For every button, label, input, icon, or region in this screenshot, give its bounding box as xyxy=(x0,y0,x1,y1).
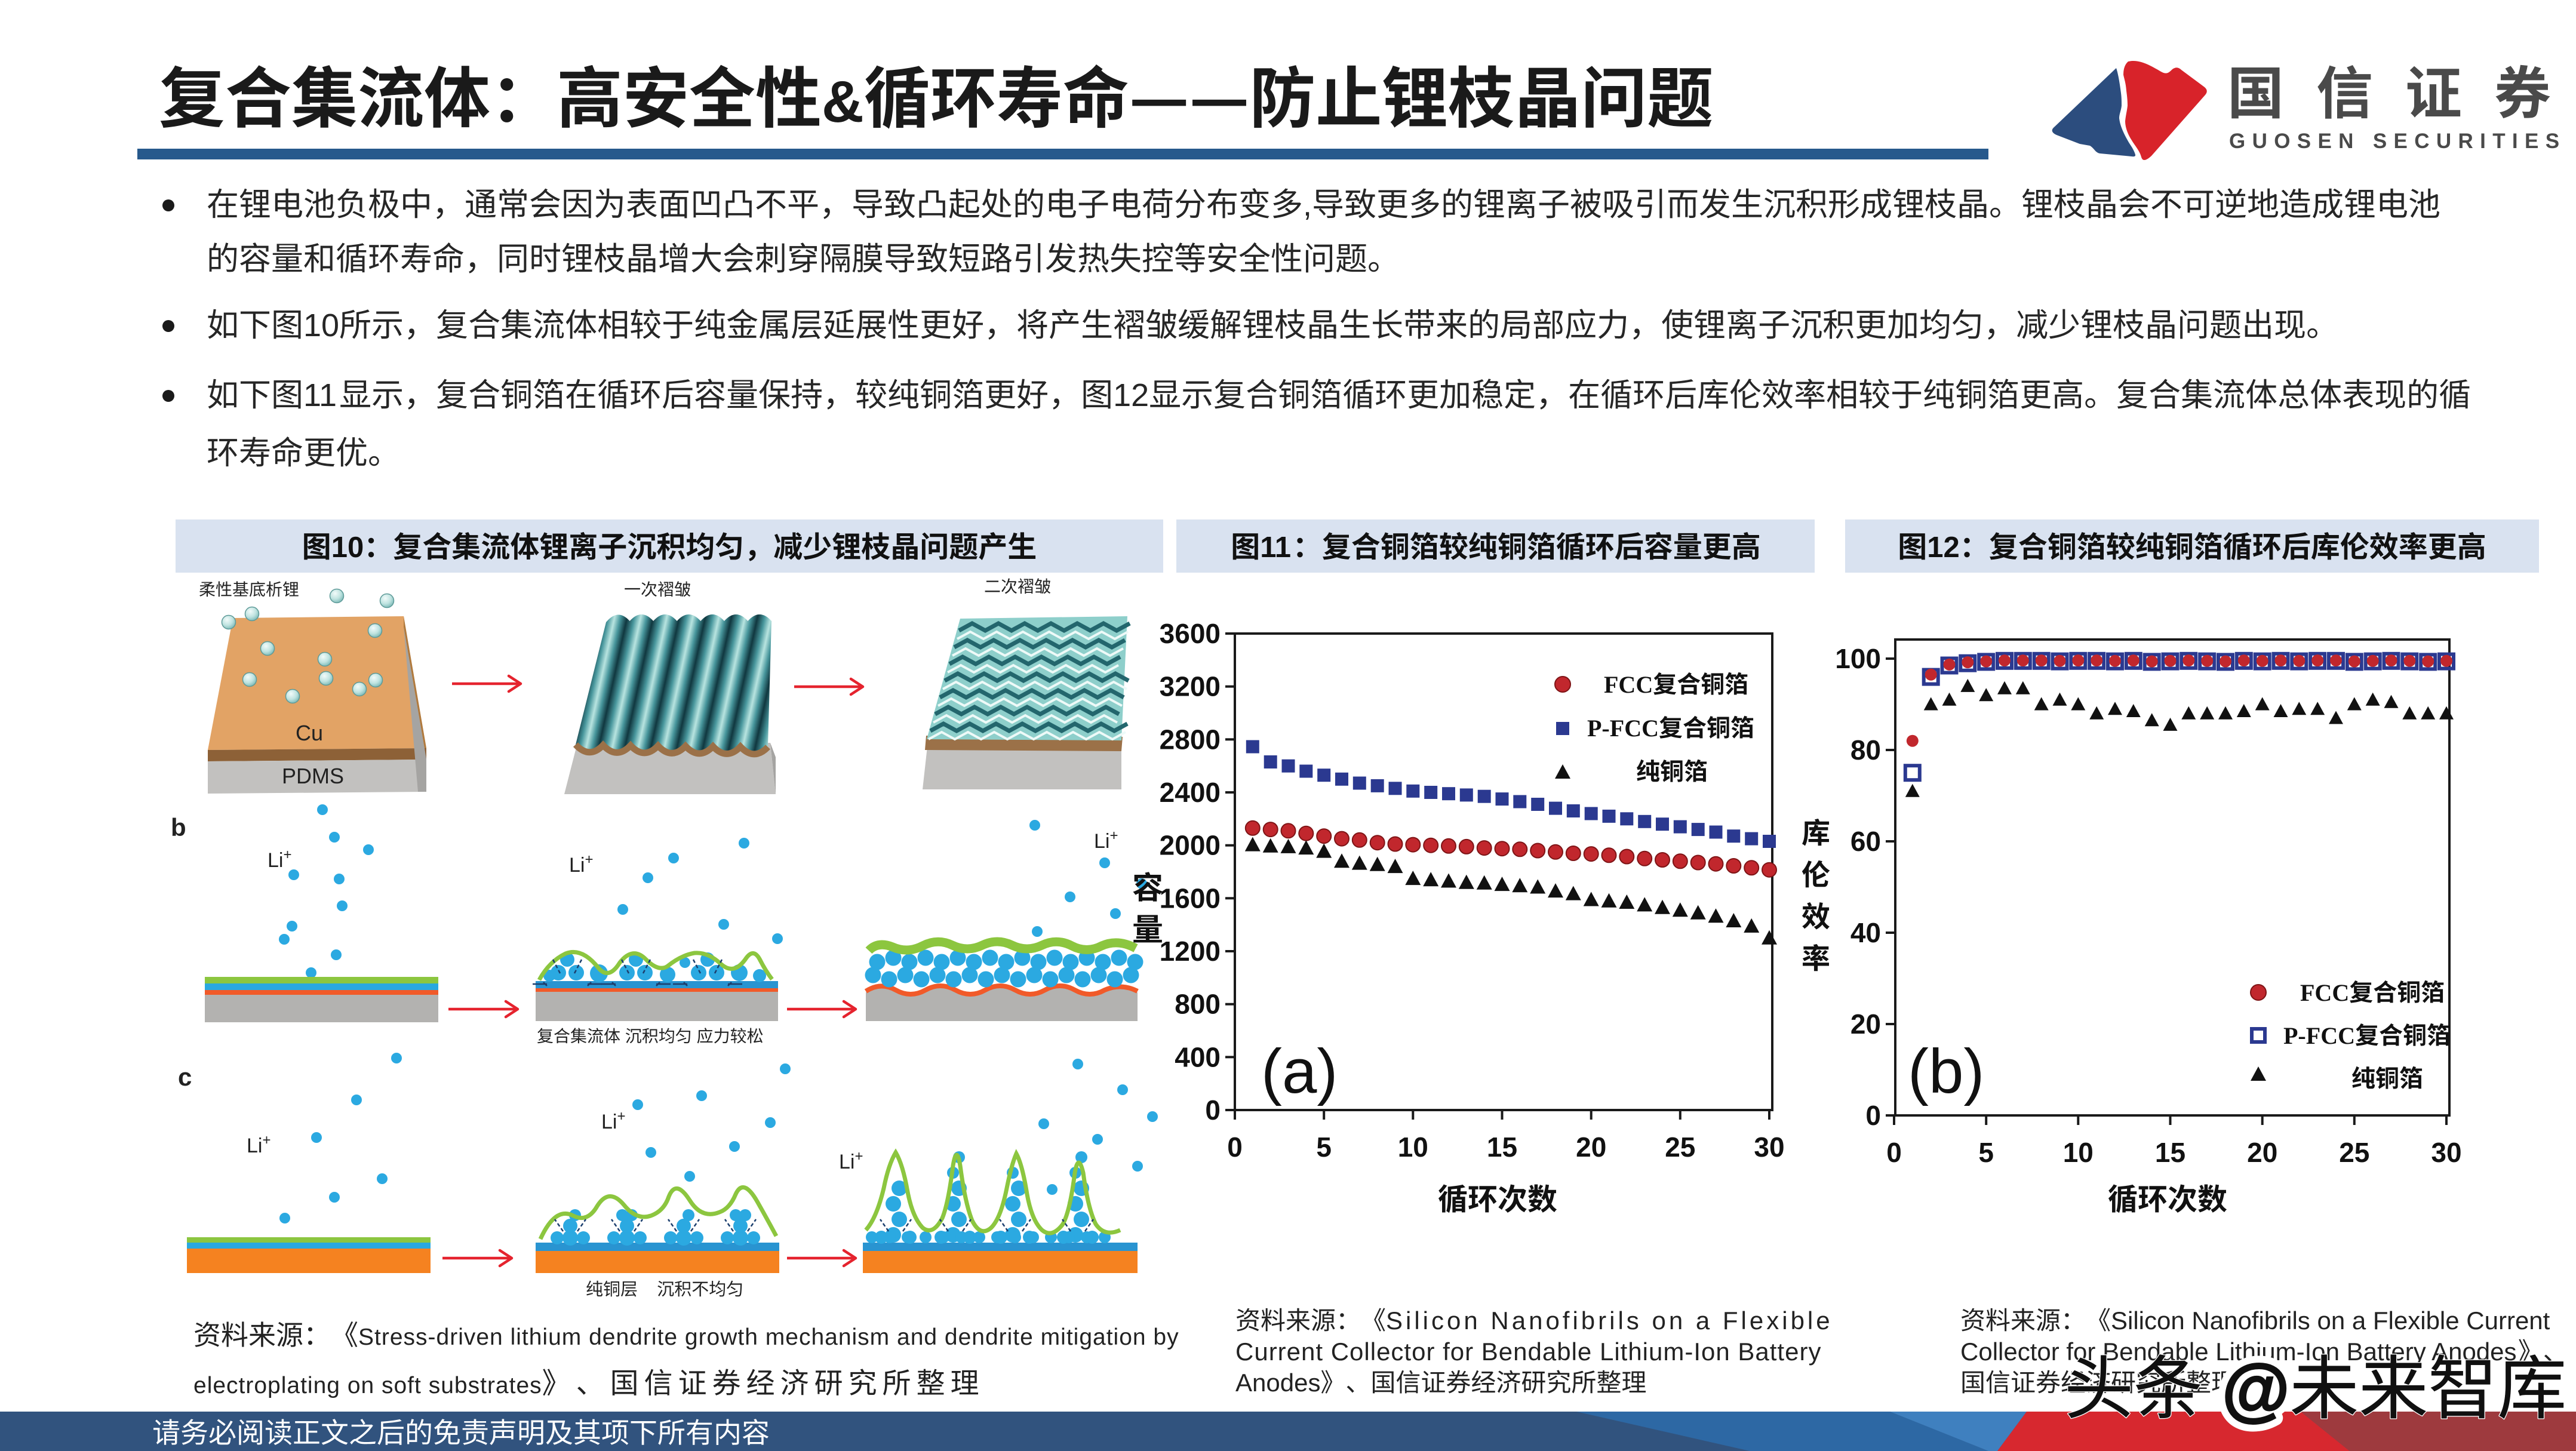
svg-text:+: + xyxy=(1110,828,1118,844)
svg-text:20: 20 xyxy=(1576,1132,1606,1163)
svg-text:0: 0 xyxy=(1227,1132,1243,1163)
svg-text:11: 11 xyxy=(1260,531,1291,564)
svg-text:Cu: Cu xyxy=(296,721,323,745)
svg-text:10: 10 xyxy=(1398,1132,1428,1163)
svg-text:20: 20 xyxy=(1850,1009,1881,1040)
svg-text:Li: Li xyxy=(601,1111,617,1133)
svg-text:,: , xyxy=(1303,187,1312,223)
svg-text:+: + xyxy=(263,1132,271,1148)
svg-text:FCC: FCC xyxy=(1604,671,1653,698)
svg-text:P-FCC: P-FCC xyxy=(1587,715,1659,742)
svg-text:15: 15 xyxy=(1487,1132,1517,1163)
svg-text:20: 20 xyxy=(2247,1137,2277,1168)
svg-text:25: 25 xyxy=(2339,1137,2369,1168)
svg-text:12: 12 xyxy=(1927,531,1960,564)
svg-text:2000: 2000 xyxy=(1160,830,1221,861)
svg-text:25: 25 xyxy=(1665,1132,1695,1163)
svg-text:+: + xyxy=(617,1108,626,1124)
svg-text:+: + xyxy=(284,847,292,863)
svg-text:Silicon Nanofibrils on a Flexi: Silicon Nanofibrils on a Flexible xyxy=(1386,1306,1833,1335)
svg-text:Li: Li xyxy=(247,1135,262,1157)
svg-text:80: 80 xyxy=(1850,734,1881,766)
svg-text:1200: 1200 xyxy=(1160,936,1221,967)
svg-text:Anodes: Anodes xyxy=(1235,1369,1320,1397)
svg-text:3200: 3200 xyxy=(1160,671,1221,702)
svg-text:11: 11 xyxy=(303,377,337,413)
svg-text:5: 5 xyxy=(1316,1132,1332,1163)
svg-text:5: 5 xyxy=(1978,1137,1994,1168)
svg-text:Stress-driven lithium dendrite: Stress-driven lithium dendrite growth me… xyxy=(358,1324,1179,1350)
svg-text:1600: 1600 xyxy=(1160,883,1221,914)
svg-text:PDMS: PDMS xyxy=(282,764,344,788)
svg-text:10: 10 xyxy=(331,531,364,564)
svg-text:+: + xyxy=(585,851,594,868)
svg-text:FCC: FCC xyxy=(2300,979,2349,1006)
svg-text:15: 15 xyxy=(2155,1137,2185,1168)
svg-text:40: 40 xyxy=(1850,917,1881,948)
svg-text:100: 100 xyxy=(1835,643,1881,674)
svg-text:0: 0 xyxy=(1886,1137,1902,1168)
svg-text:2800: 2800 xyxy=(1160,724,1221,755)
svg-text:@: @ xyxy=(2222,1350,2289,1428)
svg-text:12: 12 xyxy=(1113,377,1149,413)
svg-text:2400: 2400 xyxy=(1160,777,1221,808)
svg-text:c: c xyxy=(178,1063,192,1091)
svg-text:30: 30 xyxy=(2431,1137,2461,1168)
svg-text:Li: Li xyxy=(569,854,585,877)
svg-text:b: b xyxy=(171,813,186,841)
svg-text:0: 0 xyxy=(1205,1095,1221,1126)
svg-text:Li: Li xyxy=(839,1151,854,1173)
svg-text:30: 30 xyxy=(1754,1132,1784,1163)
svg-text:&: & xyxy=(822,69,864,134)
svg-text:+: + xyxy=(855,1148,863,1164)
svg-text:(a): (a) xyxy=(1261,1037,1338,1106)
svg-text:Collector for Bendable Lithium: Collector for Bendable Lithium-Ion Batte… xyxy=(1960,1338,2517,1366)
svg-text:GUOSEN SECURITIES: GUOSEN SECURITIES xyxy=(2229,130,2566,153)
svg-text:Current Collector for Bendable: Current Collector for Bendable Lithium-I… xyxy=(1235,1338,1821,1366)
svg-text:(b): (b) xyxy=(1908,1037,1984,1106)
svg-text:0: 0 xyxy=(1865,1100,1881,1131)
svg-text:P-FCC: P-FCC xyxy=(2283,1022,2355,1049)
svg-text:electroplating on soft substra: electroplating on soft substrates xyxy=(193,1373,542,1398)
svg-text:10: 10 xyxy=(2063,1137,2094,1168)
svg-text:400: 400 xyxy=(1175,1041,1221,1072)
svg-text:10: 10 xyxy=(303,308,339,343)
svg-text:@: @ xyxy=(2222,1350,2289,1428)
svg-text:Li: Li xyxy=(1094,830,1109,853)
svg-text:60: 60 xyxy=(1850,826,1881,857)
svg-text:800: 800 xyxy=(1175,989,1221,1020)
svg-text:Li: Li xyxy=(268,849,283,872)
svg-text:Silicon Nanofibrils on a Flexi: Silicon Nanofibrils on a Flexible Curren… xyxy=(2111,1306,2550,1335)
svg-text:3600: 3600 xyxy=(1160,618,1221,649)
